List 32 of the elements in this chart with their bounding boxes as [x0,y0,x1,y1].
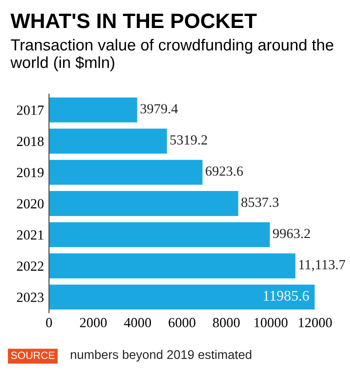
x-tick-label: 8000 [212,318,240,328]
chart-title: WHAT'S IN THE POCKET [10,14,257,28]
data-label: 8537.3 [241,198,279,208]
data-label: 5319.2 [170,135,207,145]
bar [49,191,238,216]
x-tick-label: 12000 [298,318,332,328]
text: SOURCE [10,352,55,360]
data-label: 11985.6 [264,290,309,301]
bar [49,253,296,278]
y-tick-label: 2018 [16,136,44,146]
bar [49,222,270,248]
bar [49,284,315,310]
y-tick-label: 2020 [16,199,44,208]
y-tick-label: 2019 [16,168,44,178]
y-tick-label: 2021 [16,230,44,240]
x-tick-label: 4000 [124,318,152,328]
bar [49,128,167,154]
data-label: 11,113.7 [299,260,346,272]
y-tick-label: 2022 [16,261,44,271]
y-tick-label: 2017 [16,106,44,115]
x-tick-label: 0 [46,318,52,328]
text: numbers beyond 2019 estimated [70,350,252,362]
chart-subtitle: Transaction value of crowdfunding around the world (in $mln) [10,38,334,72]
bar [49,97,138,122]
y-tick-label: 2023 [16,292,44,302]
data-label: 3979.4 [140,104,178,114]
data-label: 9963.2 [272,228,310,238]
x-tick-label: 10000 [254,318,288,328]
x-tick-label: 2000 [80,318,107,328]
bar [49,160,202,185]
data-label: 6923.6 [206,166,243,176]
x-tick-label: 6000 [168,318,196,328]
